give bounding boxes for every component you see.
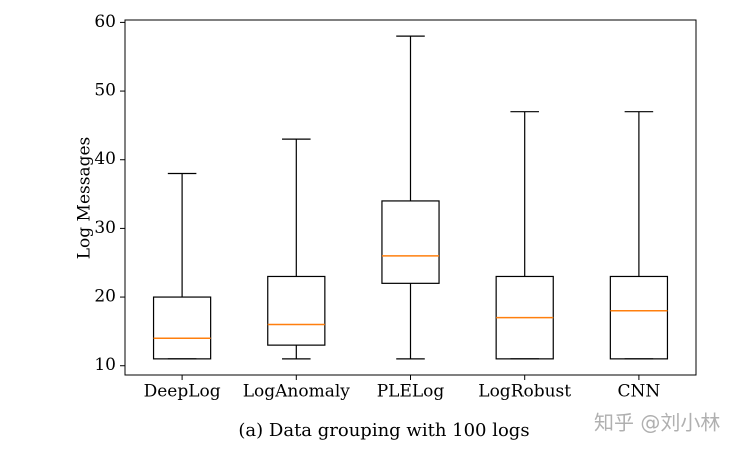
y-tick-label: 60: [94, 12, 116, 32]
x-tick-label: LogRobust: [478, 382, 571, 402]
box: [381, 200, 440, 284]
y-tick-label: 20: [94, 287, 116, 307]
watermark: 知乎 @刘小林: [594, 411, 720, 435]
y-tick-label: 50: [94, 81, 116, 101]
x-tick-label: DeepLog: [144, 382, 221, 402]
x-tick-label: LogAnomaly: [243, 382, 351, 402]
y-axis-label: Log Messages: [75, 137, 95, 260]
y-tick-label: 10: [94, 355, 116, 375]
box: [267, 275, 326, 346]
y-tick-label: 30: [94, 218, 116, 238]
y-tick-label: 40: [94, 149, 116, 169]
x-tick-label: PLELog: [377, 382, 445, 402]
box: [609, 275, 669, 360]
box: [152, 296, 212, 360]
x-tick-label: CNN: [618, 382, 661, 402]
caption: (a) Data grouping with 100 logs: [238, 420, 529, 441]
